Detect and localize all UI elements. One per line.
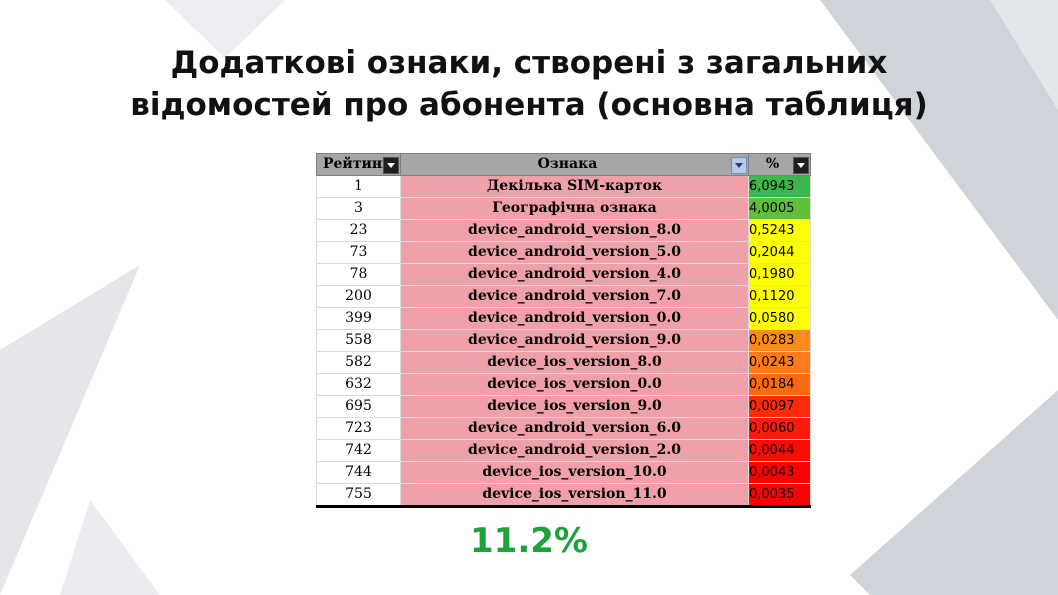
- feature-cell: device_android_version_4.0: [400, 263, 749, 286]
- rank-cell: 755: [316, 483, 401, 508]
- feature-cell: device_ios_version_10.0: [400, 461, 749, 484]
- header-percent: %: [748, 153, 811, 176]
- feature-cell: device_android_version_2.0: [400, 439, 749, 462]
- percent-cell: 0,0043: [748, 461, 811, 484]
- feature-cell: device_android_version_0.0: [400, 307, 749, 330]
- percent-cell: 0,0097: [748, 395, 811, 418]
- table-row: 582 device_ios_version_8.0 0,0243: [316, 351, 811, 374]
- header-rank: Рейтинг: [316, 153, 401, 176]
- rank-cell: 78: [316, 263, 401, 286]
- table-row: 632 device_ios_version_0.0 0,0184: [316, 373, 811, 396]
- percent-cell: 0,0243: [748, 351, 811, 374]
- rank-cell: 695: [316, 395, 401, 418]
- header-feature: Ознака: [400, 153, 749, 176]
- table-header-row: Рейтинг Ознака %: [316, 153, 811, 176]
- percent-cell: 0,0580: [748, 307, 811, 330]
- table-row: 695 device_ios_version_9.0 0,0097: [316, 395, 811, 418]
- rank-cell: 582: [316, 351, 401, 374]
- percent-cell: 0,1980: [748, 263, 811, 286]
- rank-cell: 742: [316, 439, 401, 462]
- feature-cell: device_ios_version_8.0: [400, 351, 749, 374]
- rank-cell: 73: [316, 241, 401, 264]
- feature-cell: Географічна ознака: [400, 197, 749, 220]
- table-row: 399 device_android_version_0.0 0,0580: [316, 307, 811, 330]
- table-row: 200 device_android_version_7.0 0,1120: [316, 285, 811, 308]
- feature-cell: device_android_version_8.0: [400, 219, 749, 242]
- rank-cell: 399: [316, 307, 401, 330]
- percent-cell: 0,0283: [748, 329, 811, 352]
- rank-filter-dropdown-icon[interactable]: [383, 157, 399, 174]
- slide-title-line-1: Додаткові ознаки, створені з загальних: [170, 45, 888, 81]
- percent-cell: 0,0060: [748, 417, 811, 440]
- bg-shape-bottom-right: [850, 390, 1058, 595]
- feature-cell: device_android_version_5.0: [400, 241, 749, 264]
- total-percentage: 11.2%: [470, 521, 588, 561]
- table-row: 755 device_ios_version_11.0 0,0035: [316, 483, 811, 508]
- rank-cell: 558: [316, 329, 401, 352]
- table-row: 1 Декілька SIM-карток 6,0943: [316, 175, 811, 198]
- table-row: 723 device_android_version_6.0 0,0060: [316, 417, 811, 440]
- rank-cell: 744: [316, 461, 401, 484]
- header-feature-label: Ознака: [537, 156, 598, 172]
- header-rank-label: Рейтинг: [323, 156, 391, 172]
- feature-cell: Декілька SIM-карток: [400, 175, 749, 198]
- feature-cell: device_ios_version_0.0: [400, 373, 749, 396]
- percent-cell: 0,0184: [748, 373, 811, 396]
- table-row: 744 device_ios_version_10.0 0,0043: [316, 461, 811, 484]
- feature-cell: device_ios_version_11.0: [400, 483, 749, 508]
- feature-cell: device_ios_version_9.0: [400, 395, 749, 418]
- rank-cell: 632: [316, 373, 401, 396]
- slide-title: Додаткові ознаки, створені з загальних в…: [0, 42, 1058, 126]
- table-row: 558 device_android_version_9.0 0,0283: [316, 329, 811, 352]
- percent-cell: 0,0035: [748, 483, 811, 508]
- rank-cell: 723: [316, 417, 401, 440]
- percent-cell: 0,0044: [748, 439, 811, 462]
- percent-cell: 0,1120: [748, 285, 811, 308]
- slide-title-line-2: відомостей про абонента (основна таблиця…: [130, 87, 928, 123]
- table-body: 1 Декілька SIM-карток 6,0943 3 Географічна о…: [316, 175, 811, 508]
- rank-cell: 23: [316, 219, 401, 242]
- percent-cell: 4,0005: [748, 197, 811, 220]
- table-row: 23 device_android_version_8.0 0,5243: [316, 219, 811, 242]
- percent-cell: 0,5243: [748, 219, 811, 242]
- table-row: 78 device_android_version_4.0 0,1980: [316, 263, 811, 286]
- features-table: Рейтинг Ознака % 1 Декілька SIM-карток 6,0…: [316, 153, 811, 508]
- feature-cell: device_android_version_7.0: [400, 285, 749, 308]
- header-percent-label: %: [765, 156, 780, 172]
- table-row: 3 Географічна ознака 4,0005: [316, 197, 811, 220]
- percent-filter-dropdown-icon[interactable]: [793, 157, 809, 174]
- table-row: 742 device_android_version_2.0 0,0044: [316, 439, 811, 462]
- rank-cell: 3: [316, 197, 401, 220]
- rank-cell: 1: [316, 175, 401, 198]
- rank-cell: 200: [316, 285, 401, 308]
- feature-filter-dropdown-icon[interactable]: [731, 157, 747, 174]
- percent-cell: 0,2044: [748, 241, 811, 264]
- table-row: 73 device_android_version_5.0 0,2044: [316, 241, 811, 264]
- feature-cell: device_android_version_9.0: [400, 329, 749, 352]
- percent-cell: 6,0943: [748, 175, 811, 198]
- feature-cell: device_android_version_6.0: [400, 417, 749, 440]
